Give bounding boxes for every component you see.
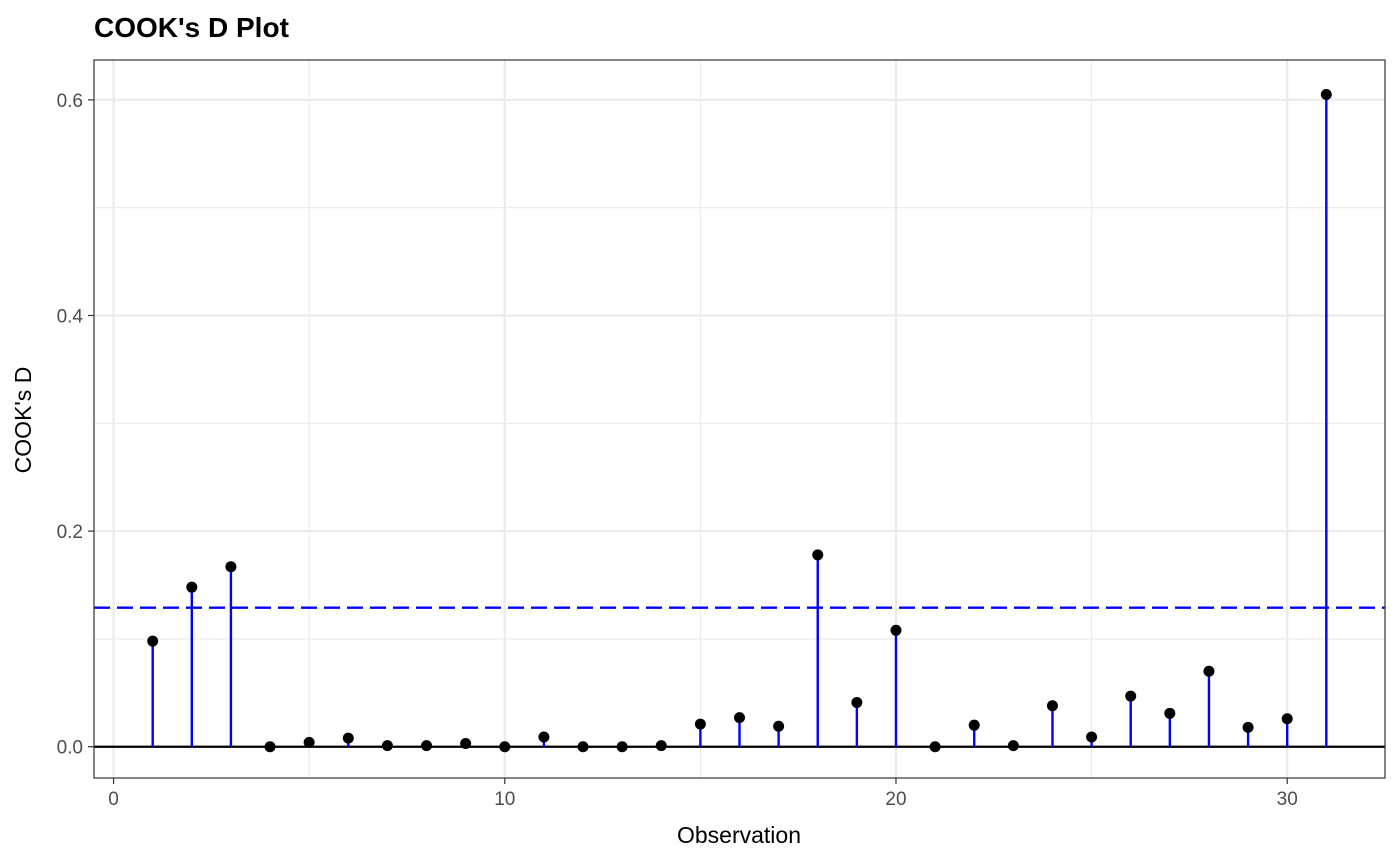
data-point-4 xyxy=(264,741,276,753)
data-point-2 xyxy=(186,581,198,593)
data-point-14 xyxy=(655,740,667,752)
data-point-3 xyxy=(225,561,237,573)
data-point-1 xyxy=(147,635,159,647)
data-point-13 xyxy=(616,741,628,753)
data-point-26 xyxy=(1125,690,1137,702)
data-point-27 xyxy=(1164,707,1176,719)
data-point-12 xyxy=(577,741,589,753)
stems xyxy=(151,94,1328,747)
y-tick-label: 0.6 xyxy=(57,91,83,112)
data-point-25 xyxy=(1086,731,1098,743)
data-point-20 xyxy=(890,624,902,636)
y-axis-label: COOK's D xyxy=(10,367,36,474)
x-tick-label: 0 xyxy=(108,789,119,810)
data-point-18 xyxy=(812,549,824,561)
data-point-5 xyxy=(303,736,315,748)
grid xyxy=(94,60,1385,778)
panel-border xyxy=(93,59,1386,779)
data-point-16 xyxy=(734,712,745,724)
data-point-9 xyxy=(460,738,472,750)
x-tick-label: 10 xyxy=(494,789,515,810)
data-point-17 xyxy=(773,720,785,732)
data-point-31 xyxy=(1320,88,1332,100)
x-tick-label: 20 xyxy=(885,789,906,810)
data-point-28 xyxy=(1203,665,1215,677)
x-tick-label: 30 xyxy=(1277,789,1298,810)
data-point-19 xyxy=(851,697,863,709)
data-point-24 xyxy=(1046,700,1058,712)
data-point-29 xyxy=(1242,721,1254,733)
y-axis-ticks: 0.0 0.2 0.4 0.6 xyxy=(57,91,94,759)
data-point-23 xyxy=(1007,740,1019,752)
y-tick-label: 0.0 xyxy=(57,738,83,759)
data-point-15 xyxy=(694,718,706,730)
y-tick-label: 0.4 xyxy=(57,307,84,328)
data-point-10 xyxy=(499,741,511,753)
chart-title: COOK's D Plot xyxy=(94,12,289,43)
data-point-22 xyxy=(968,719,980,731)
x-axis-label: Observation xyxy=(677,822,801,848)
points xyxy=(147,88,1332,753)
data-point-8 xyxy=(421,740,433,752)
data-point-6 xyxy=(342,732,354,744)
y-tick-label: 0.2 xyxy=(57,522,83,543)
data-point-21 xyxy=(929,741,941,753)
data-point-11 xyxy=(538,731,550,743)
data-point-30 xyxy=(1281,713,1293,725)
x-axis-ticks: 0 10 20 30 xyxy=(108,778,1298,810)
data-point-7 xyxy=(381,740,393,752)
